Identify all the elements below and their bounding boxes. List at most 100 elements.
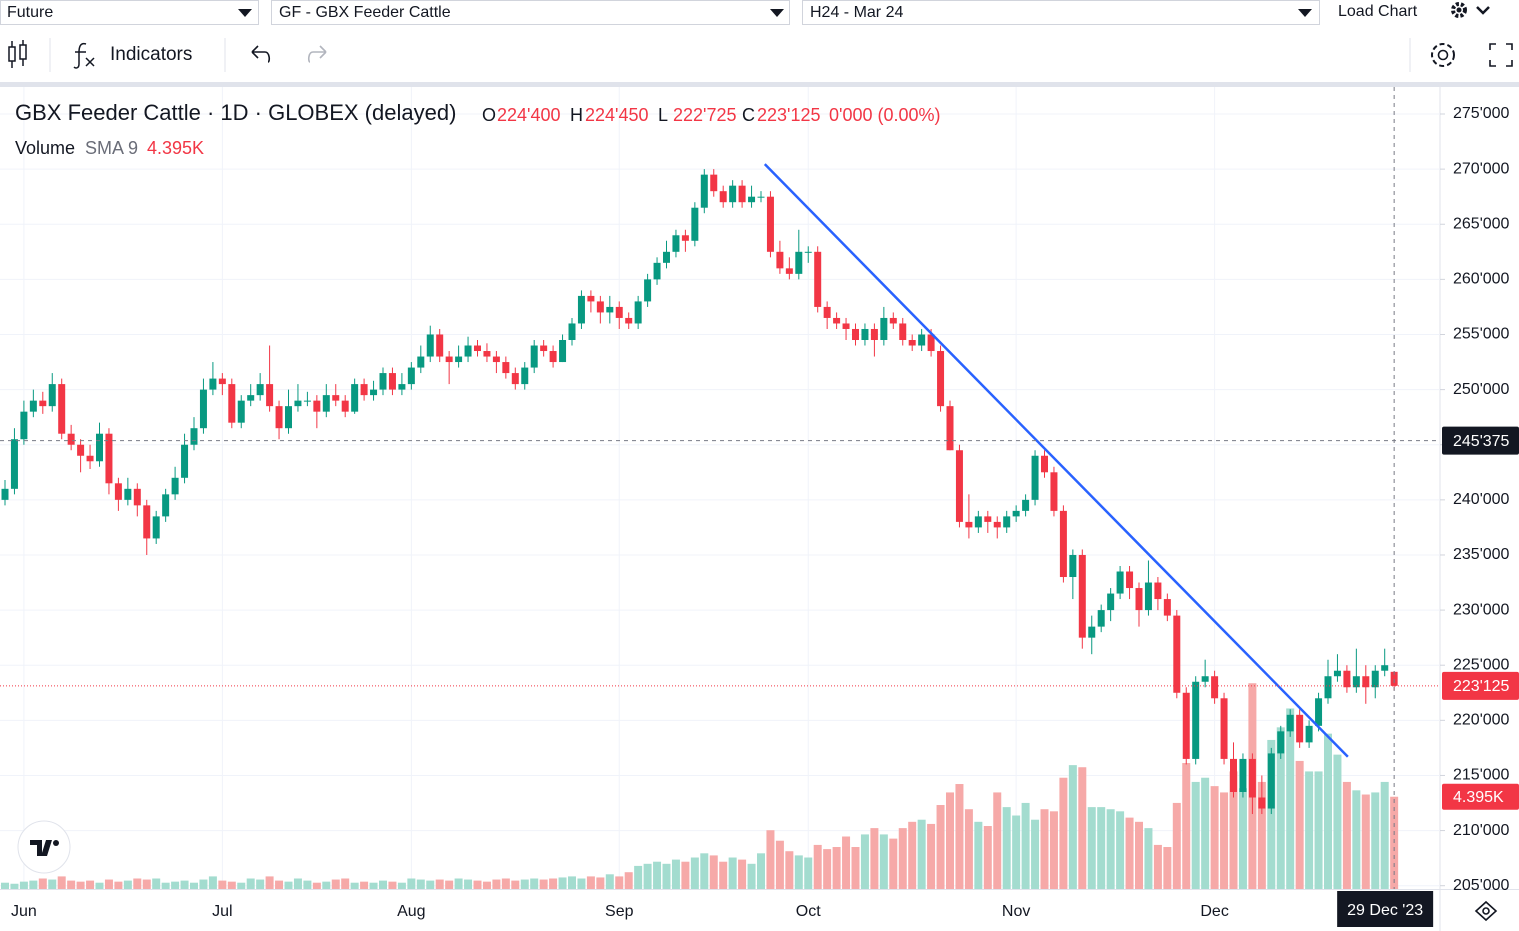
candle-body <box>1343 670 1351 688</box>
ohlc-legend: O 224'400 H 224'450 L 222'725 C 223'125 <box>482 105 821 125</box>
candle-body <box>58 384 66 434</box>
volume-bar <box>1068 765 1077 889</box>
candle-body <box>105 433 113 484</box>
volume-bar <box>794 855 803 889</box>
volume-bar <box>842 836 851 889</box>
candle-body <box>379 373 387 390</box>
candle-body <box>955 450 963 522</box>
volume-bar <box>1267 739 1276 889</box>
candle-body <box>615 306 623 318</box>
candle-body <box>606 306 614 313</box>
candle-body <box>1258 797 1266 809</box>
volume-bar <box>426 880 435 889</box>
volume-bar <box>908 821 917 889</box>
volume-bar <box>643 863 652 889</box>
volume-bar <box>1305 771 1314 889</box>
trend-line <box>763 163 1349 758</box>
volume-bar <box>133 878 142 889</box>
volume-bar <box>331 879 340 889</box>
volume-bar <box>454 878 463 889</box>
volume-bar <box>350 882 359 889</box>
candle-body <box>748 196 756 203</box>
undo-button[interactable] <box>251 45 271 63</box>
ohlc-key: O <box>482 105 496 125</box>
volume-bar <box>983 826 992 889</box>
toolbar: Indicators <box>8 38 1513 72</box>
reset-icon[interactable] <box>1474 900 1498 922</box>
candle-body <box>993 521 1001 528</box>
candle-body <box>918 334 926 346</box>
date-label: 29 Dec '23 <box>1347 902 1423 919</box>
chart-settings-button[interactable] <box>1431 43 1455 67</box>
volume-bar <box>804 857 813 889</box>
candle-body <box>776 251 784 269</box>
candle-body <box>256 384 264 396</box>
candle-body <box>322 395 330 412</box>
candle-body <box>823 306 831 318</box>
fullscreen-button[interactable] <box>1489 43 1513 67</box>
candle-body <box>1192 681 1200 759</box>
volume-bar <box>1040 809 1049 889</box>
volume-bar <box>955 784 964 889</box>
candle-body <box>351 384 359 412</box>
asset-dropdown[interactable] <box>0 0 259 25</box>
candle-body <box>1211 676 1219 699</box>
symbol: GF - GBX Feeder Cattle <box>279 4 451 21</box>
y-tick-label: 215'000 <box>1453 767 1510 784</box>
ohlc-value: 224'400 <box>497 105 561 125</box>
redo-button[interactable] <box>307 45 327 63</box>
candle-body <box>29 400 37 412</box>
candle-body <box>1144 582 1152 611</box>
candle-body <box>502 362 510 374</box>
volume-bar <box>407 878 416 889</box>
volume-bar <box>284 881 293 889</box>
candle-body <box>10 439 18 489</box>
candle-body <box>1201 676 1209 682</box>
candle-body <box>681 235 689 241</box>
volume-bar <box>813 844 822 889</box>
crosshair-label-box <box>1442 426 1519 455</box>
volume-bar <box>700 853 709 889</box>
chart-type-button[interactable] <box>8 40 27 68</box>
volume-bar <box>719 861 728 889</box>
contract-dropdown[interactable] <box>802 0 1320 25</box>
last-price-box <box>1442 671 1519 700</box>
candle-body <box>1031 455 1039 500</box>
dropdown-arrow <box>770 9 784 17</box>
candle-body <box>814 251 822 307</box>
volume-bar <box>1201 777 1210 889</box>
volume-bar <box>785 851 794 889</box>
settings-menu[interactable] <box>1451 2 1490 18</box>
candle-body <box>1381 665 1389 671</box>
volume-bar <box>681 861 690 889</box>
candle-body <box>199 389 207 429</box>
candle-body <box>785 268 793 274</box>
candle-body <box>634 301 642 324</box>
volume-bar <box>1097 807 1106 889</box>
volume-bar <box>870 828 879 889</box>
candle-body <box>1305 725 1313 743</box>
candle-body <box>332 395 340 401</box>
candle-body <box>908 340 916 346</box>
y-tick-label: 205'000 <box>1453 877 1510 894</box>
volume-bar <box>1191 781 1200 889</box>
candle-body <box>965 521 973 528</box>
load-chart[interactable]: Load Chart <box>1338 3 1418 20</box>
candle-body <box>1 488 9 500</box>
candle-body <box>757 196 765 198</box>
volume-bar <box>1125 817 1134 889</box>
candle-body <box>511 373 519 385</box>
volume-bar <box>1352 790 1361 889</box>
volume-bar <box>586 876 595 889</box>
candle-body <box>275 406 283 429</box>
volume-bar <box>473 880 482 889</box>
ohlc-value: 224'450 <box>585 105 649 125</box>
candle-body <box>152 516 160 539</box>
volume-bar <box>67 880 76 889</box>
indicators-button[interactable]: Indicators <box>73 42 192 69</box>
asset-class: Future <box>7 4 53 21</box>
volume-bar <box>709 855 718 889</box>
volume-bar <box>832 847 841 889</box>
candle-body <box>266 384 274 407</box>
symbol-dropdown[interactable] <box>271 0 790 25</box>
